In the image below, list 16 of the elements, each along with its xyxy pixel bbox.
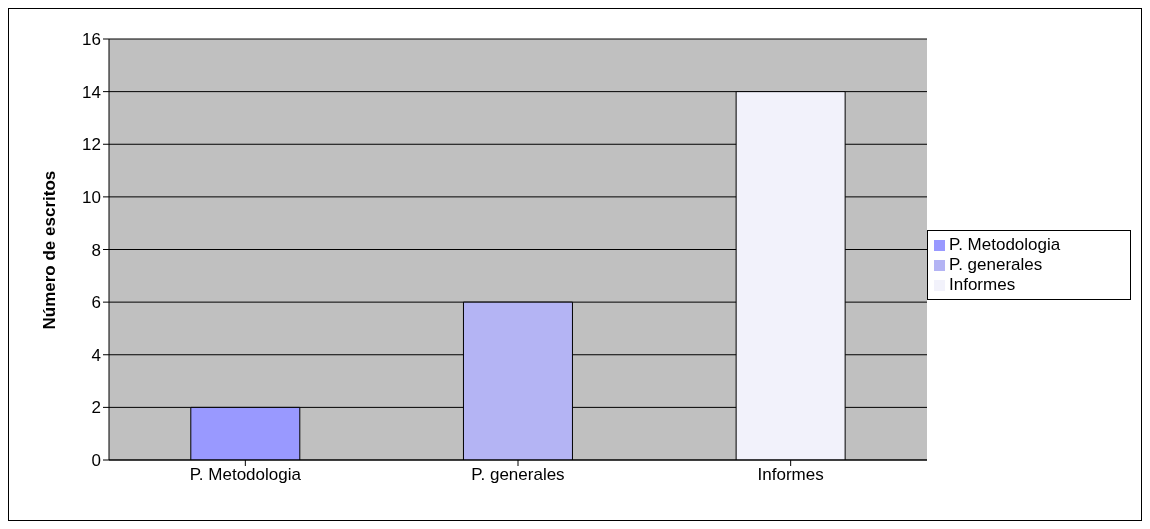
- x-tick-label: P. generales: [471, 465, 565, 485]
- y-tick-label: 6: [91, 293, 101, 313]
- legend-label: Informes: [949, 274, 1016, 294]
- y-tick-label: 0: [91, 451, 101, 471]
- y-tick-label: 12: [82, 135, 101, 155]
- x-tick-label: Informes: [757, 465, 824, 485]
- legend-label: P. generales: [949, 254, 1043, 274]
- y-tick-label: 8: [91, 240, 101, 260]
- y-tick-label: 16: [82, 30, 101, 50]
- legend-label: P. Metodologia: [949, 234, 1061, 254]
- y-axis-title: Número de escritos: [40, 170, 60, 330]
- y-tick-label: 14: [82, 82, 101, 102]
- y-tick-label: 2: [91, 398, 101, 418]
- y-tick-label: 4: [91, 345, 101, 365]
- x-tick-label: P. Metodologia: [189, 465, 302, 485]
- y-tick-label: 10: [82, 187, 101, 207]
